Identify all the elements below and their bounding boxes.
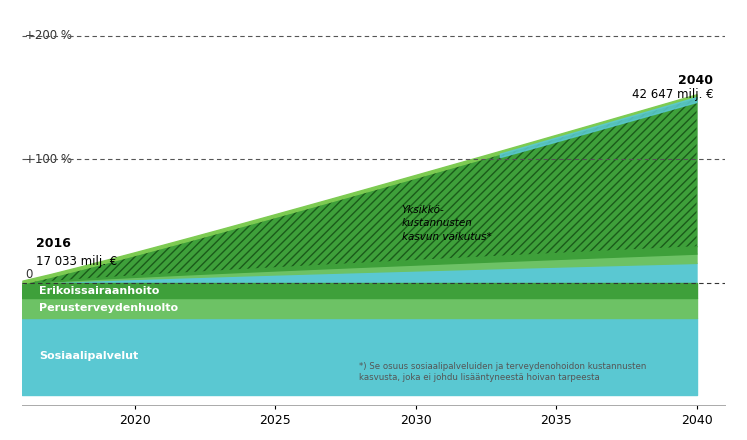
Text: +100 %: +100 % <box>25 153 72 166</box>
Text: 2040: 2040 <box>678 74 713 87</box>
Text: +200 %: +200 % <box>25 29 72 42</box>
Text: Perusterveydenhuolto: Perusterveydenhuolto <box>40 303 179 313</box>
Text: Erikoissairaanhoito: Erikoissairaanhoito <box>40 286 160 296</box>
Text: 2016: 2016 <box>37 237 71 250</box>
Text: *) Se osuus sosiaalipalveluiden ja terveydenohoidon kustannusten
kasvusta, joka : *) Se osuus sosiaalipalveluiden ja terve… <box>359 363 647 382</box>
Text: 17 033 milj. €: 17 033 milj. € <box>37 256 118 268</box>
Text: 42 647 milj. €: 42 647 milj. € <box>632 88 713 101</box>
Text: Sosiaalipalvelut: Sosiaalipalvelut <box>40 352 138 362</box>
Text: 0: 0 <box>25 268 33 281</box>
Text: Yksikkö-
kustannusten
kasvun vaikutus*: Yksikkö- kustannusten kasvun vaikutus* <box>402 205 492 242</box>
